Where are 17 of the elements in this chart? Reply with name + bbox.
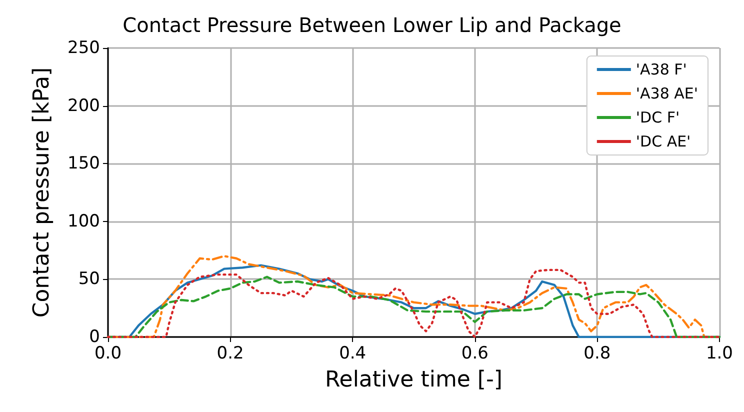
x-axis-title: Relative time [-]	[324, 368, 502, 392]
y-tick-label: 250	[68, 38, 100, 58]
legend-label: 'DC AE'	[636, 132, 691, 150]
x-tick-label: 0.8	[584, 344, 611, 364]
chart-title: Contact Pressure Between Lower Lip and Package	[122, 13, 622, 37]
y-axis-title: Contact pressure [kPa]	[30, 67, 54, 318]
legend-label: 'A38 AE'	[636, 84, 698, 102]
legend-label: 'A38 F'	[636, 60, 687, 78]
y-tick-label: 200	[68, 96, 100, 116]
x-tick-label: 0.4	[339, 344, 366, 364]
legend-label: 'DC F'	[636, 108, 680, 126]
x-tick-label: 0.6	[461, 344, 488, 364]
y-tick-label: 150	[68, 154, 100, 174]
y-tick-label: 100	[68, 211, 100, 232]
x-tick-label: 1.0	[706, 344, 734, 364]
x-tick-label: 0.2	[216, 344, 244, 364]
y-tick-label: 50	[78, 269, 100, 290]
